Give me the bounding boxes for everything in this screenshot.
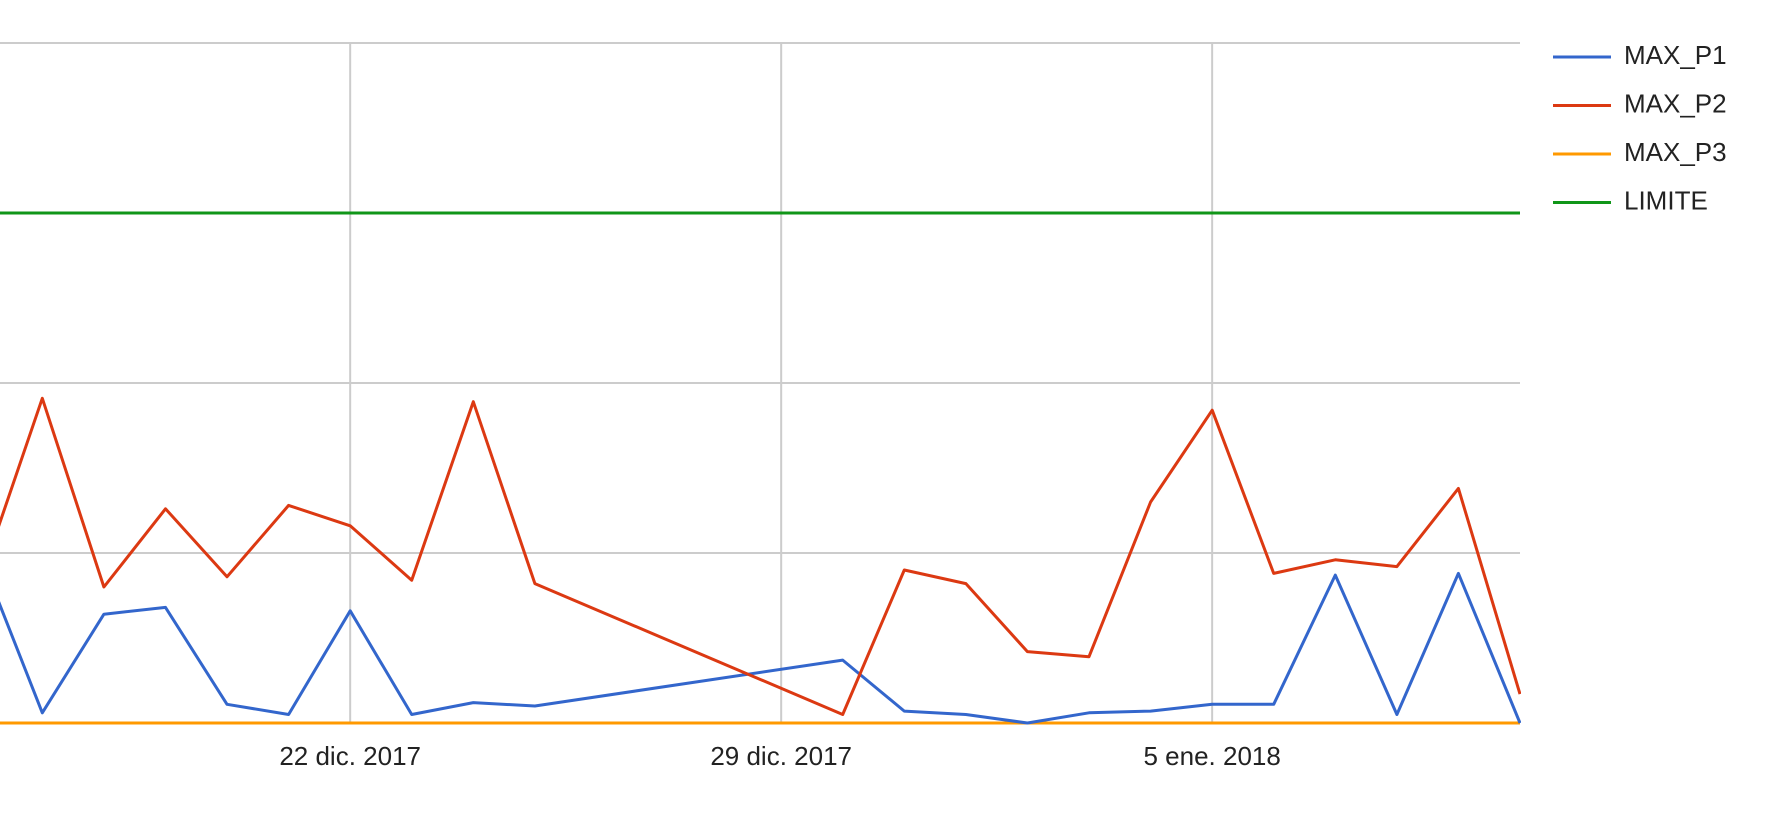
x-tick-label: 29 dic. 2017: [710, 741, 852, 771]
series-line: [0, 571, 1521, 725]
x-tick-label: 5 ene. 2018: [1143, 741, 1280, 771]
plot-area: [0, 211, 1521, 725]
legend-label: MAX_P1: [1624, 40, 1727, 70]
legend-label: MAX_P2: [1624, 88, 1727, 118]
x-tick-label: 22 dic. 2017: [279, 741, 421, 771]
legend-label: LIMITE: [1624, 185, 1708, 215]
series-line: [0, 396, 1521, 716]
legend-label: MAX_P3: [1624, 137, 1727, 167]
